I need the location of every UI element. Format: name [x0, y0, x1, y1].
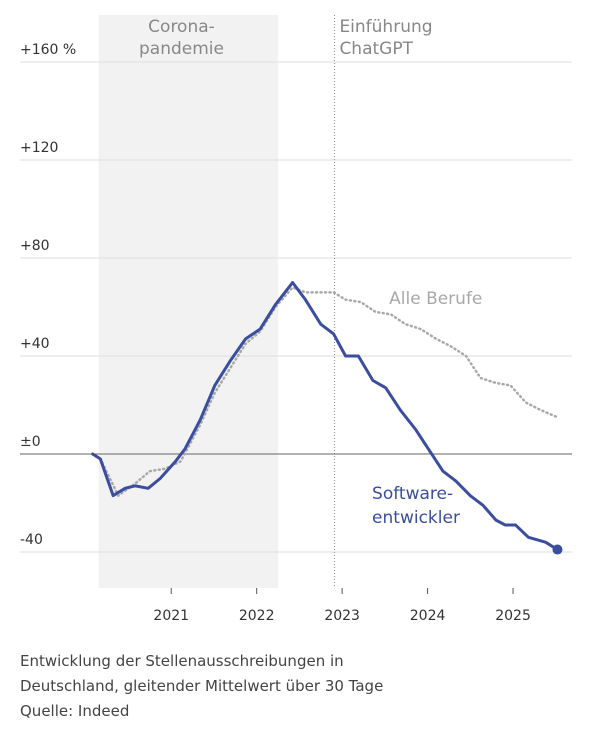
y-tick-label: -40: [20, 532, 43, 548]
x-tick-label: 2024: [410, 608, 446, 624]
x-tick-label: 2025: [495, 608, 531, 624]
y-tick-label: +80: [20, 238, 50, 254]
annotation: Einführung: [339, 17, 432, 37]
series-line: [91, 286, 559, 497]
series-label: Alle Berufe: [389, 289, 482, 309]
series-label: entwickler: [372, 508, 460, 528]
x-tick-label: 2023: [324, 608, 360, 624]
x-tick-label: 2022: [239, 608, 275, 624]
annotation: Corona-: [148, 17, 215, 37]
caption: Quelle: Indeed: [20, 702, 129, 720]
x-tick-label: 2021: [153, 608, 189, 624]
series-line: [91, 281, 559, 552]
annotation: ChatGPT: [339, 39, 413, 59]
end-dot: [552, 544, 563, 555]
y-tick-label: +40: [20, 336, 50, 352]
series-label: Software-: [372, 484, 453, 504]
y-tick-label: +120: [20, 140, 58, 156]
y-tick-label: +160 %: [20, 42, 76, 58]
y-tick-label: ±0: [20, 434, 41, 450]
caption: Entwicklung der Stellenausschreibungen i…: [20, 652, 344, 670]
annotation: pandemie: [139, 39, 224, 59]
caption: Deutschland, gleitender Mittelwert über …: [20, 677, 383, 695]
shaded-period: [98, 15, 279, 588]
